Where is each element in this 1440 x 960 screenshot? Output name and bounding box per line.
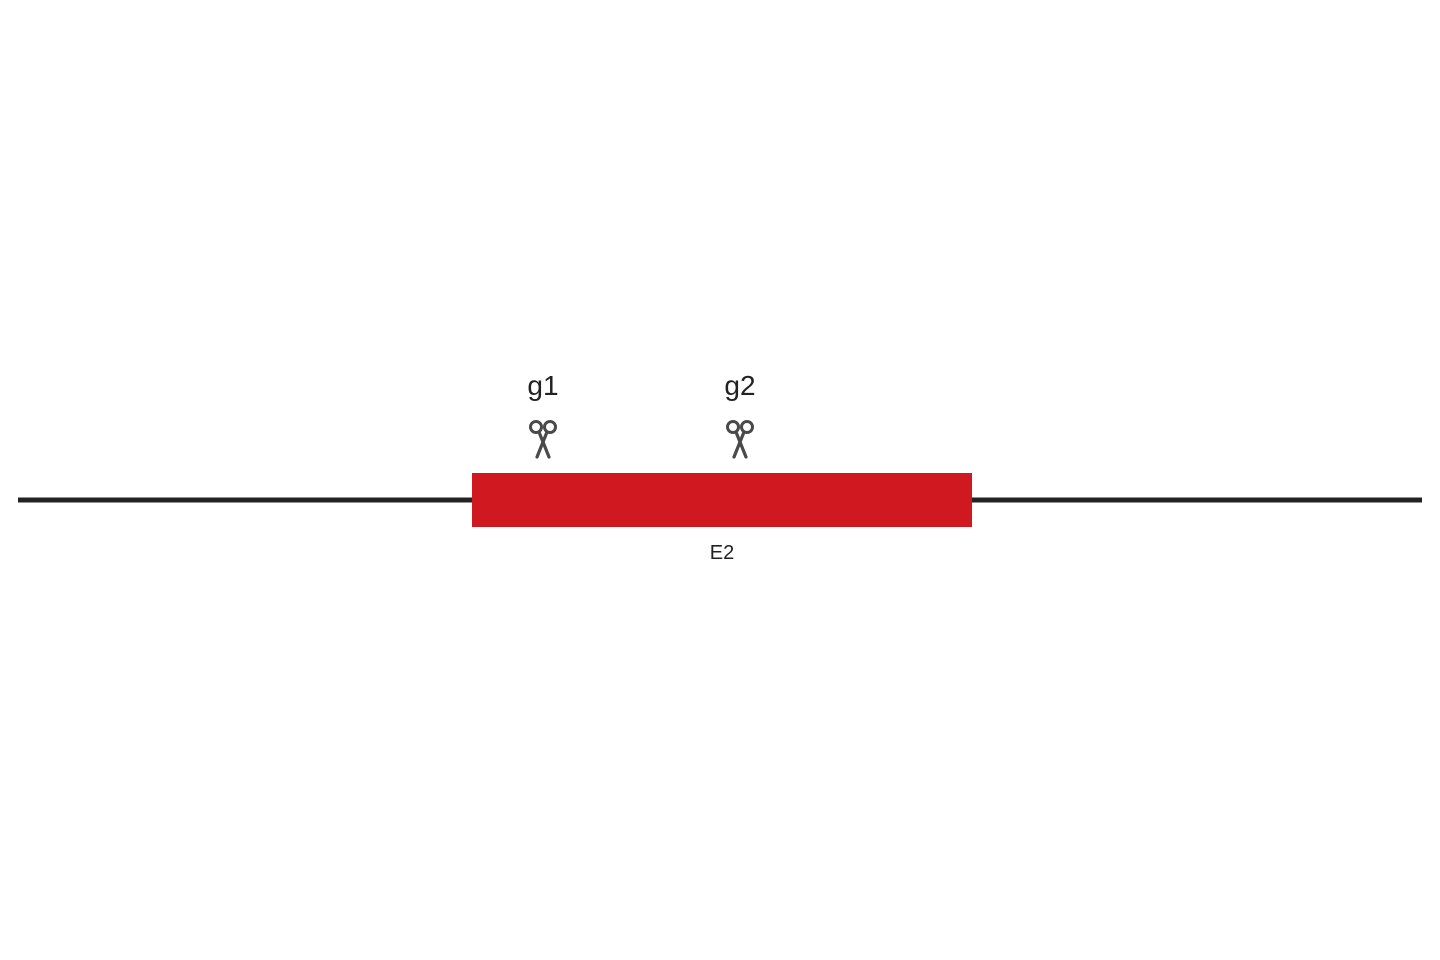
scissors-icon xyxy=(531,422,556,458)
guide-label-g2: g2 xyxy=(724,370,755,401)
scissors-icon xyxy=(728,422,753,458)
guide-label-g1: g1 xyxy=(527,370,558,401)
exon-box xyxy=(472,473,972,527)
exon-label: E2 xyxy=(710,542,734,564)
guide-g2: g2 xyxy=(724,370,755,457)
guide-g1: g1 xyxy=(527,370,558,457)
